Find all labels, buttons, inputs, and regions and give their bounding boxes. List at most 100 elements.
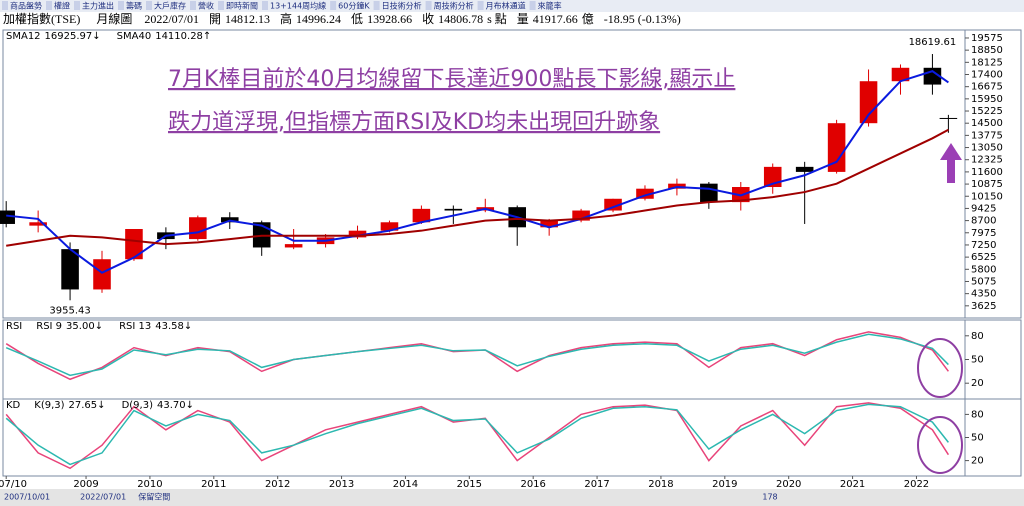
label: 2022/07/01: [144, 12, 199, 26]
y-tick-label: 7250: [971, 240, 996, 251]
candle-body: [348, 230, 367, 238]
y-tick-label: 15950: [971, 94, 1003, 105]
y-tick-label: 80: [971, 331, 984, 342]
annotation: 跌力道浮現,但指標方面RSI及KD均未出現回升跡象: [168, 110, 660, 135]
label: 高: [280, 11, 292, 26]
legend-value: 43.70: [157, 400, 186, 411]
toolbar-tab[interactable]: 營收: [198, 1, 214, 11]
x-tick-label: 2011: [201, 479, 226, 490]
tab: [330, 1, 337, 10]
y-tick-label: 5075: [971, 276, 996, 287]
toolbar-tab[interactable]: 月布林通道: [486, 1, 526, 11]
y-tick-label: 16675: [971, 82, 1003, 93]
x-tick-label: 2019: [712, 479, 737, 490]
y-tick-label: 19575: [971, 33, 1003, 44]
label: 14806.78: [438, 12, 483, 26]
toolbar-tab[interactable]: 籌碼: [126, 1, 142, 11]
x-tick-label: 2010: [137, 479, 162, 490]
candle-body: [29, 222, 47, 226]
x-tick-label: 2018: [648, 479, 673, 490]
tab: [2, 1, 8, 10]
candle-body: [0, 210, 15, 224]
toolbar-tab[interactable]: 權證: [54, 1, 70, 11]
y-tick-label: 13775: [971, 130, 1003, 141]
y-tick-label: 50: [971, 433, 984, 444]
toolbar-tab[interactable]: 商品盤勢: [10, 1, 42, 11]
panel-frame: [2, 29, 1022, 319]
tab: [46, 1, 52, 10]
legend-value: 27.65: [69, 400, 98, 411]
series-line: [5, 331, 949, 381]
series-line: [5, 402, 950, 470]
x-tick-label: 2015: [457, 479, 482, 490]
label: 月線圖: [96, 11, 132, 26]
toolbar-tab[interactable]: 13+144周均線: [270, 1, 326, 11]
legend-arrow: ↑: [203, 31, 211, 42]
x-tick-label: 2007/10: [0, 479, 27, 490]
y-tick-label: 10150: [971, 191, 1003, 202]
y-tick-label: 14500: [971, 118, 1003, 129]
legend-name: K(9,3): [34, 400, 64, 411]
legend-arrow: ↓: [92, 31, 100, 42]
candle-body: [125, 228, 143, 260]
candle-body: [61, 249, 79, 290]
label: 13928.66: [367, 12, 412, 26]
y-tick-label: 18125: [971, 57, 1003, 68]
label: 2007/10/01: [4, 493, 50, 502]
legend-value: 35.00: [66, 321, 95, 332]
series-line: [6, 128, 949, 247]
y-tick-label: 12325: [971, 155, 1003, 166]
x-tick-label: 2021: [840, 479, 865, 490]
label: 41917.66: [533, 12, 578, 26]
toolbar-tab[interactable]: 即時新聞: [226, 1, 258, 11]
x-tick-label: 2016: [520, 479, 545, 490]
header-bg: [0, 12, 1024, 28]
y-tick-label: 20: [971, 456, 984, 467]
candle-body: [859, 81, 878, 124]
tab: [425, 1, 432, 10]
candle-body: [93, 259, 111, 290]
candle-body: [444, 208, 463, 211]
tab: [190, 1, 196, 10]
toolbar-tab[interactable]: 大戶庫存: [154, 1, 186, 11]
label: s 點: [487, 12, 507, 26]
y-tick-label: 3625: [971, 301, 996, 312]
annotation: 7月K棒目前於40月均線留下長達近900點長下影線,顯示止: [168, 67, 735, 92]
label: 收: [422, 12, 434, 26]
footer-count: 178: [762, 493, 777, 502]
candle-body: [412, 208, 431, 223]
tab: [262, 1, 268, 10]
legend-name: SMA40: [117, 31, 152, 42]
high-label: 18619.61: [909, 37, 957, 48]
label: 14996.24: [296, 12, 341, 26]
y-tick-label: 5800: [971, 264, 996, 275]
candle-body: [189, 217, 207, 240]
candle-body: [891, 67, 910, 82]
tab: [529, 1, 536, 10]
y-tick-label: 8700: [971, 216, 996, 227]
legend-arrow: ↓: [95, 321, 103, 332]
y-tick-label: 17400: [971, 70, 1003, 81]
candle-body: [636, 188, 654, 199]
label: 14812.13: [225, 12, 270, 26]
label: 保留空間: [138, 492, 170, 502]
y-tick-label: 80: [971, 409, 984, 420]
candle-body: [795, 166, 814, 172]
series-line: [5, 333, 949, 377]
y-tick-label: 11600: [971, 167, 1003, 178]
x-tick-label: 2017: [584, 479, 609, 490]
legend-name: D(9,3): [122, 400, 154, 411]
y-tick-label: 9425: [971, 203, 996, 214]
toolbar-tab[interactable]: 60分鐘K: [338, 1, 370, 11]
tab: [146, 1, 152, 10]
toolbar-tab[interactable]: 日技術分析: [382, 1, 422, 11]
label: 低: [351, 12, 363, 26]
toolbar-tab[interactable]: 主力進出: [82, 1, 114, 11]
y-tick-label: 4350: [971, 289, 996, 300]
candle-body: [827, 123, 846, 172]
panel-title: RSI: [6, 321, 22, 332]
toolbar-tab[interactable]: 周技術分析: [434, 1, 474, 11]
toolbar-tab[interactable]: 來籠率: [538, 1, 562, 11]
candle-body: [540, 220, 558, 228]
